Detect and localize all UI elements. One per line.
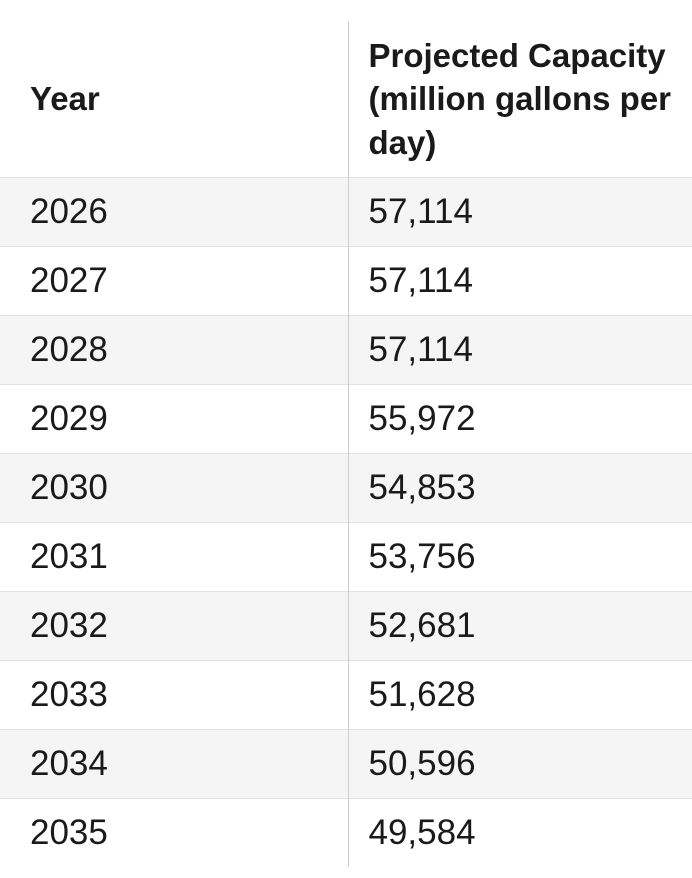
year-cell: 2031 <box>30 536 108 576</box>
table-row: 2028 57,114 <box>0 315 692 384</box>
capacity-cell: 50,596 <box>347 729 692 798</box>
capacity-cell: 52,681 <box>347 591 692 660</box>
year-cell: 2029 <box>30 398 108 438</box>
year-cell: 2026 <box>30 191 108 231</box>
table-header: Year Projected Capacity (million gallons… <box>0 22 692 177</box>
year-cell: 2033 <box>30 674 108 714</box>
capacity-cell: 54,853 <box>347 453 692 522</box>
table-row: 2031 53,756 <box>0 522 692 591</box>
column-header-year: Year <box>30 80 100 118</box>
capacity-cell: 49,584 <box>347 798 692 867</box>
table-row: 2033 51,628 <box>0 660 692 729</box>
table-row: 2035 49,584 <box>0 798 692 867</box>
capacity-cell: 57,114 <box>347 246 692 315</box>
table-body: 2026 57,114 2027 57,114 2028 57,114 2029… <box>0 177 692 867</box>
capacity-cell: 51,628 <box>347 660 692 729</box>
year-cell: 2030 <box>30 467 108 507</box>
year-cell: 2034 <box>30 743 108 783</box>
header-row: Year Projected Capacity (million gallons… <box>0 22 692 177</box>
table-row: 2032 52,681 <box>0 591 692 660</box>
year-cell: 2032 <box>30 605 108 645</box>
table-row: 2027 57,114 <box>0 246 692 315</box>
table-row: 2026 57,114 <box>0 177 692 246</box>
capacity-cell: 55,972 <box>347 384 692 453</box>
year-cell: 2027 <box>30 260 108 300</box>
table-row: 2030 54,853 <box>0 453 692 522</box>
table-row: 2034 50,596 <box>0 729 692 798</box>
column-header-capacity: Projected Capacity (million gallons per … <box>347 22 692 177</box>
capacity-cell: 57,114 <box>347 315 692 384</box>
year-cell: 2028 <box>30 329 108 369</box>
year-cell: 2035 <box>30 812 108 852</box>
capacity-cell: 57,114 <box>347 177 692 246</box>
capacity-projection-table: Year Projected Capacity (million gallons… <box>0 22 692 867</box>
capacity-cell: 53,756 <box>347 522 692 591</box>
table-row: 2029 55,972 <box>0 384 692 453</box>
